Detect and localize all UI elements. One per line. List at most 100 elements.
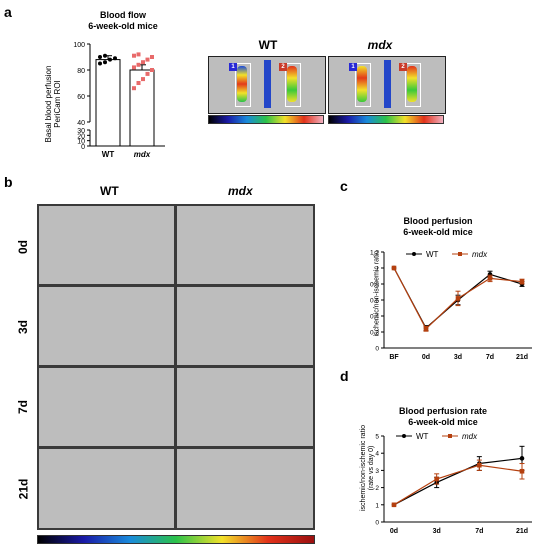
point-wt [98, 55, 102, 59]
roi-box [405, 63, 421, 107]
point-mdx [391, 265, 397, 271]
x-tick-label: 3d [454, 354, 462, 361]
y-tick-label: 80 [77, 68, 85, 75]
roi-box [355, 63, 371, 107]
y-tick-label: 4 [375, 451, 379, 458]
thumb-wt-image: 1 2 [208, 56, 326, 114]
leg-perfusion-image [237, 66, 247, 102]
point-mdx [136, 62, 141, 67]
panel-d-title-line1: Blood perfusion rate [398, 406, 487, 416]
cell-mdx-21d [177, 449, 313, 528]
y-tick-label: 1.2 [370, 250, 379, 257]
bar-mdx [129, 69, 155, 147]
ruler-image [384, 60, 391, 108]
panel-a-letter: a [4, 4, 12, 20]
point-WT [519, 456, 525, 461]
point-mdx [150, 55, 154, 59]
point-mdx [150, 68, 154, 72]
point-mdx [434, 476, 439, 482]
point-wt [103, 60, 107, 65]
y-tick-label: 1 [375, 266, 379, 273]
y-tick-label: 0.4 [370, 314, 379, 321]
chart-c: 0 0.2 0.4 0.6 0.8 1 1.2 BF 0d 3d 7d 21d WT mdx [370, 250, 532, 361]
panel-a-ylabel-line1: Basal blood perfusion [44, 65, 53, 143]
legend-label-wt: WT [416, 432, 429, 441]
y-tick-label: 0.8 [370, 282, 379, 289]
y-tick-label: 3 [375, 468, 379, 475]
legend-label-mdx: mdx [472, 250, 488, 259]
y-tick-label: 0.6 [370, 298, 379, 305]
y-tick-label: 20 [77, 133, 85, 140]
chart-d: 0 1 2 3 4 5 0d 3d 7d 21d WT mdx [375, 432, 532, 535]
point-mdx [132, 65, 136, 70]
roi-box [285, 63, 301, 107]
roi-tag-2: 2 [279, 63, 287, 71]
point-mdx [132, 86, 136, 91]
x-tick-label: 21d [516, 354, 528, 361]
roi-box [235, 63, 251, 107]
series-line-WT [393, 457, 523, 506]
point-mdx [487, 276, 493, 281]
panel-b-letter: b [4, 174, 13, 190]
point-wt [103, 53, 107, 58]
point-mdx [136, 81, 141, 85]
panel-b-row-3d: 3d [16, 319, 31, 335]
cell-wt-7d [39, 368, 174, 446]
x-tick-label: WT [102, 150, 115, 159]
y-tick-label: 60 [77, 94, 85, 101]
y-tick-label: 0 [375, 346, 379, 353]
cell-wt-0d [39, 206, 174, 284]
leg-perfusion-image [357, 66, 367, 102]
cell-mdx-0d [177, 206, 313, 284]
colorbar-b [37, 535, 315, 544]
legend-marker-mdx [458, 252, 462, 256]
cell-mdx-7d [177, 368, 313, 446]
point-mdx [145, 57, 150, 62]
leg-perfusion-image [287, 66, 297, 102]
point-mdx [132, 53, 136, 58]
roi-tag-2: 2 [399, 63, 407, 71]
point-mdx [519, 279, 525, 284]
panel-d-title-line2: 6-week-old mice [408, 417, 478, 427]
cell-wt-21d [39, 449, 174, 528]
x-tick-label: 0d [390, 528, 398, 535]
x-tick-label: mdx [134, 150, 151, 159]
ruler-image [264, 60, 271, 108]
colorbar-mdx [328, 115, 444, 124]
panel-a-title: Blood flow 6-week-old mice [68, 10, 178, 32]
y-tick-label: 2 [375, 485, 379, 492]
y-tick-label: 0.2 [370, 330, 379, 337]
panel-b-row-0d: 0d [16, 239, 31, 255]
point-mdx [136, 52, 141, 57]
x-tick-label: 21d [516, 528, 528, 535]
legend-marker-wt [402, 434, 406, 438]
legend-label-wt: WT [426, 250, 439, 259]
point-mdx [477, 462, 482, 468]
panel-b-col-mdx: mdx [228, 184, 253, 198]
panel-b-row-21d: 21d [16, 478, 31, 500]
panel-c-title-line1: Blood perfusion [403, 216, 473, 226]
y-tick-label: 100 [73, 42, 85, 49]
series-line-mdx [393, 464, 523, 506]
y-tick-label: 30 [77, 128, 85, 135]
panel-d-title: Blood perfusion rate 6-week-old mice [378, 406, 508, 428]
leg-perfusion-image [407, 66, 417, 102]
panel-c-letter: c [340, 178, 348, 194]
point-mdx [423, 326, 429, 332]
panel-b-row-7d: 7d [16, 399, 31, 415]
point-mdx [391, 502, 397, 508]
x-tick-label: 0d [422, 354, 430, 361]
panel-a-title-line2: 6-week-old mice [88, 21, 158, 31]
y-tick-label: 0 [81, 144, 85, 151]
point-wt [108, 57, 112, 62]
x-tick-label: 7d [475, 528, 483, 535]
panel-c-title: Blood perfusion 6-week-old mice [378, 216, 498, 238]
y-tick-label: 5 [375, 434, 379, 441]
point-mdx [145, 71, 150, 76]
x-tick-label: 3d [433, 528, 441, 535]
point-wt [98, 61, 102, 66]
legend-label-mdx: mdx [462, 432, 478, 441]
point-mdx [141, 60, 145, 65]
point-mdx [455, 296, 461, 301]
